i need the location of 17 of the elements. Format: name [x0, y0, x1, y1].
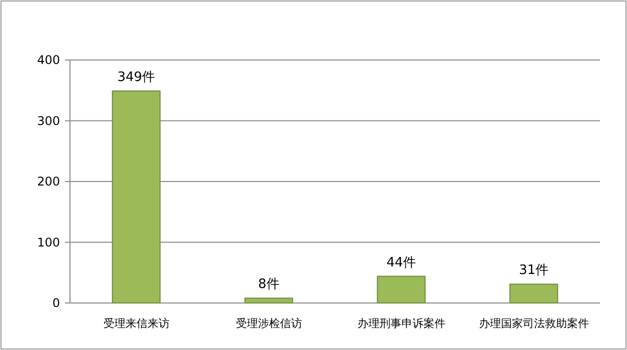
- y-tick-label: 100: [37, 235, 60, 250]
- x-tick-label: 办理刑事申诉案件: [357, 317, 446, 330]
- x-tick-label: 受理涉检信访: [236, 317, 302, 330]
- y-tick-label: 400: [37, 53, 60, 67]
- data-label: 349件: [117, 70, 156, 85]
- data-label: 31件: [518, 263, 549, 278]
- y-tick-label: 300: [37, 114, 60, 128]
- bar: [244, 298, 294, 304]
- y-tick-label: 200: [37, 174, 60, 188]
- bar: [376, 276, 426, 304]
- data-label: 44件: [386, 255, 416, 270]
- y-tick-label: 0: [52, 296, 60, 310]
- x-tick-label: 受理来信来访: [103, 317, 170, 330]
- bar: [112, 90, 161, 304]
- data-label: 8件: [258, 277, 280, 292]
- x-tick-label: 办理国家司法救助案件: [478, 317, 589, 330]
- bar: [509, 284, 558, 304]
